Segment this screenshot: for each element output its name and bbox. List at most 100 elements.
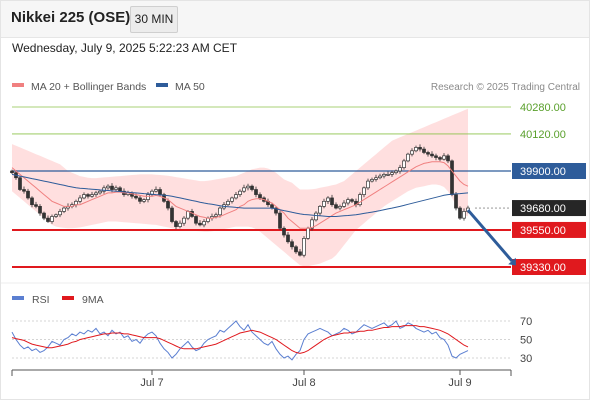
candle-body (254, 189, 258, 195)
candle-body (310, 219, 314, 229)
level-tag (512, 200, 586, 217)
candle-body (286, 234, 290, 243)
level-tag (512, 259, 586, 275)
candle-body (198, 222, 202, 226)
candle-body (442, 155, 446, 160)
candle-body (378, 175, 382, 179)
rsi-tick-label: 70 (520, 316, 532, 328)
candle-body (366, 180, 370, 189)
candle-body (118, 187, 122, 192)
legend-swatch (156, 83, 168, 87)
level-tag (512, 221, 586, 238)
level-label: 39680.00 (520, 203, 566, 215)
candle-body (230, 197, 234, 202)
forecast-arrowhead (508, 257, 516, 266)
candle-body (462, 211, 466, 219)
candle-body (138, 197, 142, 202)
candle-body (142, 199, 146, 202)
candle-body (438, 157, 442, 160)
candle-body (202, 221, 206, 226)
rsi-legend-swatch (12, 296, 24, 300)
candle-body (246, 185, 250, 189)
candle-body (194, 216, 198, 224)
candle-body (10, 170, 14, 174)
candle-body (382, 174, 386, 177)
candle-body (174, 221, 178, 227)
candle-body (410, 150, 414, 155)
candle-body (46, 217, 50, 222)
candle-body (86, 194, 90, 197)
candle-body (326, 197, 330, 202)
level-label: 39330.00 (520, 262, 566, 274)
candle-body (146, 194, 150, 200)
candle-body (54, 214, 58, 217)
ma50-line (11, 173, 469, 217)
watermark-text: Research © 2025 Trading Central (431, 82, 580, 93)
candle-body (166, 200, 170, 209)
candle-body (294, 246, 298, 253)
candle-body (90, 194, 94, 197)
rsi-tick-label: 50 (520, 335, 532, 347)
candle-body (62, 207, 66, 212)
candle-body (290, 241, 294, 248)
candle-body (414, 147, 418, 152)
candle-body (450, 160, 454, 195)
candle-body (446, 155, 450, 162)
candle-body (434, 155, 438, 158)
rsi-legend-label: RSI (32, 294, 50, 306)
candle-body (42, 212, 46, 219)
timeframe-button[interactable]: 30 MIN (130, 6, 178, 33)
ma20-line (11, 161, 469, 229)
candle-body (218, 207, 222, 216)
candle-body (18, 177, 22, 190)
candle-body (278, 212, 282, 229)
candle-body (102, 187, 106, 192)
x-tick-label: Jul 7 (140, 377, 163, 389)
candle-body (114, 187, 118, 190)
candle-body (362, 187, 366, 195)
candle-body (402, 160, 406, 168)
candle-body (454, 194, 458, 209)
x-tick-label: Jul 9 (448, 377, 471, 389)
candle-body (242, 187, 246, 192)
candle-body (374, 177, 378, 180)
candle-body (22, 189, 26, 192)
chart-datetime: Wednesday, July 9, 2025 5:22:23 AM CET (12, 41, 238, 55)
candle-body (406, 153, 410, 162)
rsi-line (11, 320, 469, 361)
bollinger-band (12, 108, 468, 267)
candle-body (298, 251, 302, 256)
forecast-arrow (466, 209, 514, 262)
candle-body (274, 207, 278, 214)
candle-body (342, 202, 346, 207)
candle-body (418, 147, 422, 150)
candle-body (34, 204, 38, 207)
candle-body (350, 199, 354, 202)
candle-body (50, 216, 54, 222)
candle-body (398, 167, 402, 172)
candle-body (422, 148, 426, 153)
candle-body (58, 211, 62, 216)
candle-body (98, 190, 102, 194)
legend-label: MA 20 + Bollinger Bands (31, 81, 146, 93)
candle-body (234, 194, 238, 199)
candle-body (110, 185, 114, 190)
candle-body (334, 204, 338, 209)
candle-body (250, 185, 254, 190)
candle-body (390, 172, 394, 175)
rsi-ma-line (11, 325, 469, 354)
candle-body (458, 207, 462, 219)
candle-body (226, 200, 230, 206)
legend-label: MA 50 (175, 81, 205, 93)
candle-body (78, 197, 82, 202)
level-label: 40280.00 (520, 102, 566, 114)
candle-body (170, 207, 174, 222)
candle-body (238, 190, 242, 195)
candle-body (306, 227, 310, 239)
instrument-title: Nikkei 225 (OSE) (11, 9, 131, 26)
candle-body (394, 170, 398, 174)
candle-body (258, 194, 262, 199)
candle-body (358, 194, 362, 206)
candle-body (318, 206, 322, 214)
